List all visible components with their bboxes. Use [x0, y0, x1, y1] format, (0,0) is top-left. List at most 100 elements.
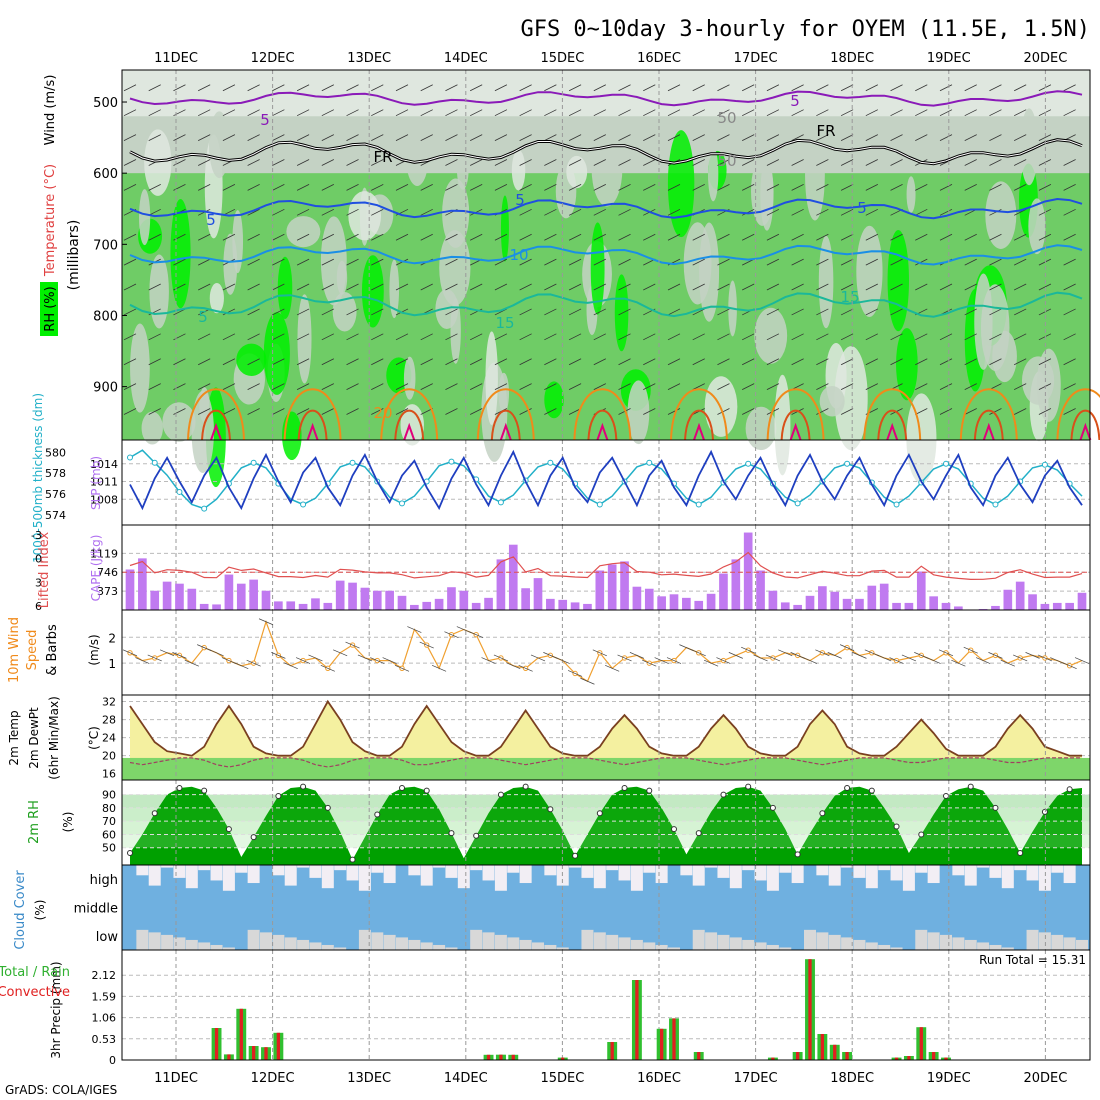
upper-wind-barb: [1063, 184, 1076, 191]
upper-wind-barb: [1014, 159, 1027, 166]
upper-wind-barb: [519, 159, 532, 166]
rh2m-point: [844, 784, 851, 791]
cape-bar: [595, 570, 605, 610]
rh-cell: [760, 158, 774, 231]
cloud-low-cell: [136, 929, 149, 950]
cloud-low-cell: [841, 937, 854, 950]
contour-label: 15: [495, 314, 514, 332]
upper-wind-barb: [321, 383, 334, 390]
cloud-high-cell: [136, 865, 149, 876]
rh-cell: [887, 229, 909, 332]
upper-wind-barb: [865, 134, 878, 141]
bottom-axis-label: 19DEC: [927, 1071, 971, 1086]
cloud-level-label: high: [90, 873, 118, 888]
wind-barb: [469, 631, 484, 639]
cloud-low-cell: [989, 944, 1002, 950]
isotherm-25: [297, 409, 328, 441]
pressure-tick-label: 900: [93, 381, 118, 396]
cape-bar: [224, 574, 234, 610]
upper-wind-barb: [346, 233, 359, 241]
upper-wind-barb: [717, 184, 730, 191]
li-tick-label: 6: [35, 600, 42, 613]
rh-cell: [139, 189, 151, 246]
rh2m-point: [918, 831, 925, 838]
rh2m-tick-label: 70: [102, 815, 116, 828]
convective-bar: [214, 1028, 219, 1060]
cloud-high-cell: [865, 865, 878, 889]
convective-bar: [795, 1052, 800, 1060]
upper-wind-barb: [840, 283, 854, 291]
temp-axis-label-1: 2m Temp: [7, 710, 21, 765]
rh-cell: [232, 210, 244, 274]
upper-wind-barb: [173, 358, 186, 366]
upper-wind-barb: [123, 109, 137, 117]
cape-bar: [335, 580, 345, 610]
rh-cell: [389, 259, 400, 319]
upper-wind-barb: [717, 333, 730, 341]
upper-wind-barb: [247, 109, 260, 117]
rh-cell: [500, 195, 509, 262]
upper-wind-barb: [766, 184, 780, 191]
contour-label: 50: [717, 152, 736, 170]
cloud-low-cell: [494, 934, 507, 950]
upper-wind-barb: [148, 358, 161, 366]
upper-wind-barb: [915, 333, 928, 341]
cloud-low-cell: [828, 934, 841, 950]
cape-bar: [682, 597, 691, 610]
isotherm-15: [129, 291, 1083, 318]
upper-wind-barb: [321, 358, 334, 366]
upper-wind-barb: [198, 408, 211, 415]
upper-wind-barb: [470, 184, 483, 191]
cloud-high-cell: [853, 865, 866, 878]
bottom-axis-label: 20DEC: [1023, 1071, 1067, 1086]
rh2m-point: [720, 791, 727, 798]
cloud-high-cell: [358, 865, 371, 891]
upper-wind-barb: [494, 308, 508, 316]
upper-wind-barb: [222, 408, 236, 415]
rh-cell: [485, 331, 498, 426]
rh-axis-label: RH (%): [43, 286, 58, 331]
cape-tick-label: 746: [97, 566, 118, 579]
upper-wind-barb: [939, 408, 953, 415]
upper-wind-barb: [445, 258, 458, 266]
cape-bar: [521, 588, 530, 610]
upper-wind-barb: [964, 258, 977, 266]
upper-wind-barb: [791, 109, 804, 117]
cloud-high-cell: [210, 865, 223, 881]
upper-wind-barb: [890, 184, 903, 191]
cloud-low-cell: [260, 932, 272, 950]
thickness-point: [844, 460, 851, 467]
thickness-point: [596, 501, 603, 508]
wind-barb: [345, 641, 360, 649]
upper-wind-barb: [667, 134, 681, 141]
upper-wind-barb: [667, 84, 681, 92]
upper-wind-barb: [915, 408, 928, 415]
convective-bar: [227, 1054, 231, 1060]
wind-barb: [320, 664, 335, 672]
isotherm-30: [693, 422, 705, 441]
wind-barb: [122, 649, 138, 657]
upper-wind-barb: [346, 134, 359, 141]
wind-barb: [827, 652, 842, 659]
wind-barb: [778, 649, 793, 657]
upper-wind-barb: [618, 283, 631, 291]
upper-wind-barb: [371, 408, 384, 415]
cloud-high-cell: [902, 865, 915, 891]
cape-bar: [471, 602, 481, 610]
upper-wind-barb: [222, 109, 236, 117]
upper-wind-barb: [742, 84, 755, 92]
upper-wind-barb: [964, 333, 977, 341]
rh-cell: [162, 402, 196, 442]
cape-bar: [311, 598, 320, 610]
thickness-point: [794, 500, 801, 507]
cloud-low-cell: [766, 944, 779, 950]
upper-wind-barb: [420, 358, 433, 366]
wind-barb: [642, 659, 657, 667]
pressure-tick-label: 500: [93, 96, 118, 111]
cloud-high-cell: [742, 865, 755, 871]
rh-cell: [297, 294, 312, 384]
upper-wind-barb: [123, 84, 137, 92]
upper-wind-barb: [1038, 184, 1052, 191]
cape-bar: [533, 578, 543, 610]
thickness-point: [399, 500, 405, 507]
